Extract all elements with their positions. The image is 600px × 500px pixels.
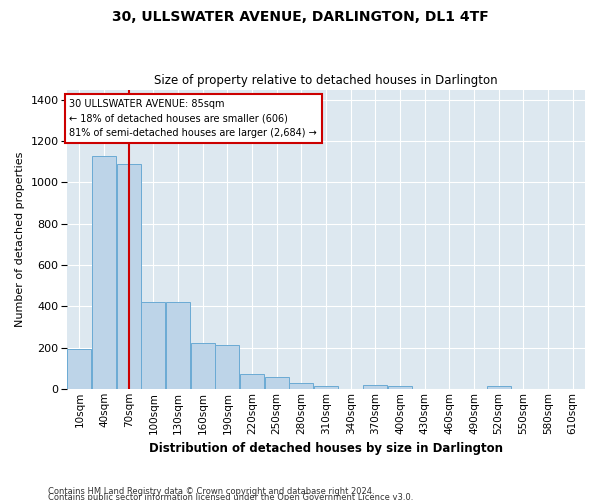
Text: Contains HM Land Registry data © Crown copyright and database right 2024.: Contains HM Land Registry data © Crown c… [48,486,374,496]
Bar [289,382,313,389]
Bar [487,386,511,389]
Text: 30, ULLSWATER AVENUE, DARLINGTON, DL1 4TF: 30, ULLSWATER AVENUE, DARLINGTON, DL1 4T… [112,10,488,24]
Bar [116,164,141,389]
Bar [141,302,166,389]
Text: Contains public sector information licensed under the Open Government Licence v3: Contains public sector information licen… [48,492,413,500]
X-axis label: Distribution of detached houses by size in Darlington: Distribution of detached houses by size … [149,442,503,455]
Bar [67,348,91,389]
Title: Size of property relative to detached houses in Darlington: Size of property relative to detached ho… [154,74,498,87]
Y-axis label: Number of detached properties: Number of detached properties [15,152,25,327]
Bar [314,386,338,389]
Bar [166,302,190,389]
Bar [92,156,116,389]
Bar [388,386,412,389]
Bar [363,385,388,389]
Bar [191,344,215,389]
Text: 30 ULLSWATER AVENUE: 85sqm
← 18% of detached houses are smaller (606)
81% of sem: 30 ULLSWATER AVENUE: 85sqm ← 18% of deta… [70,98,317,138]
Bar [215,344,239,389]
Bar [240,374,264,389]
Bar [265,376,289,389]
